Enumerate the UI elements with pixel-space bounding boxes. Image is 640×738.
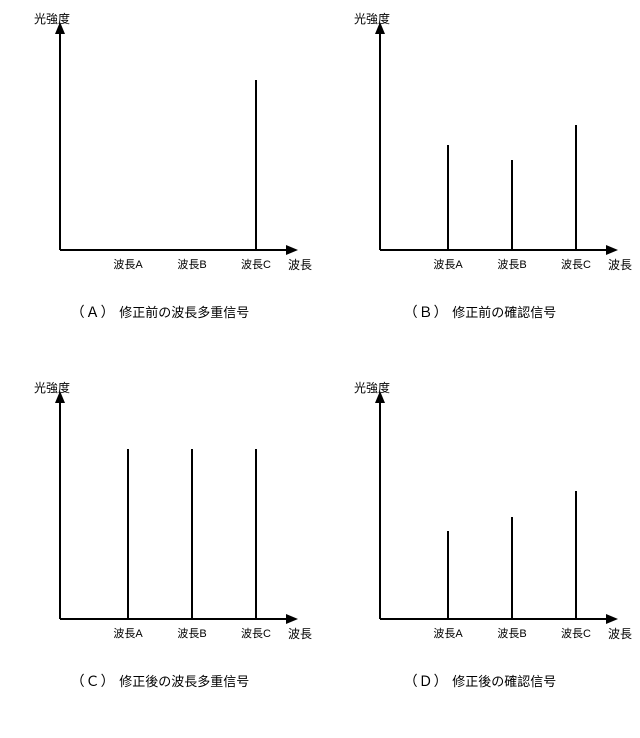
x-axis-label: 波長 [288,625,312,642]
x-axis-arrow [606,245,618,255]
caption-letter-a: （Ａ） [71,304,116,320]
x-axis-arrow [606,614,618,624]
y-axis-arrow [375,22,385,34]
x-axis-arrow [286,245,298,255]
caption-d: （Ｄ） 修正後の確認信号 [320,671,640,691]
tick-a2: 波長B [177,256,206,272]
chart-b: 光強度 波長A 波長B 波長C 波長 [360,20,620,280]
x-axis-arrow [286,614,298,624]
y-axis-arrow [375,391,385,403]
caption-text-b: 修正前の確認信号 [452,305,556,320]
chart-svg-b [360,20,620,280]
x-axis-label: 波長 [288,256,312,273]
caption-letter-b: （Ｂ） [404,304,449,320]
bars-c [128,449,256,619]
caption-letter-d: （Ｄ） [404,673,449,689]
chart-svg-a [40,20,300,280]
y-axis-arrow [55,22,65,34]
x-axis-label: 波長 [608,625,632,642]
caption-c: （Ｃ） 修正後の波長多重信号 [0,671,320,691]
tick-d2: 波長B [497,625,526,641]
caption-a: （Ａ） 修正前の波長多重信号 [0,302,320,322]
panel-a: 光強度 波長A 波長B 波長C 波長 （Ａ） 修正前の波長多重信号 [0,0,320,369]
bars-d [448,491,576,619]
tick-a3: 波長C [241,256,271,272]
tick-d3: 波長C [561,625,591,641]
caption-b: （Ｂ） 修正前の確認信号 [320,302,640,322]
chart-svg-c [40,389,300,649]
chart-d: 光強度 波長A 波長B 波長C 波長 [360,389,620,649]
panel-b: 光強度 波長A 波長B 波長C 波長 （Ｂ） 修正前の確認信号 [320,0,640,369]
tick-d1: 波長A [433,625,462,641]
y-axis-arrow [55,391,65,403]
chart-c: 光強度 波長A 波長B 波長C 波長 [40,389,300,649]
x-axis-label: 波長 [608,256,632,273]
tick-b3: 波長C [561,256,591,272]
chart-svg-d [360,389,620,649]
panel-d: 光強度 波長A 波長B 波長C 波長 （Ｄ） 修正後の確認信号 [320,369,640,738]
caption-text-a: 修正前の波長多重信号 [119,305,249,320]
tick-b2: 波長B [497,256,526,272]
tick-c3: 波長C [241,625,271,641]
tick-a1: 波長A [113,256,142,272]
chart-a: 光強度 波長A 波長B 波長C 波長 [40,20,300,280]
bars-b [448,125,576,250]
chart-grid: 光強度 波長A 波長B 波長C 波長 （Ａ） 修正前の波長多重信号 光強度 [0,0,640,738]
panel-c: 光強度 波長A 波長B 波長C 波長 （Ｃ） 修正後の波長多重信号 [0,369,320,738]
caption-text-c: 修正後の波長多重信号 [119,674,249,689]
tick-c2: 波長B [177,625,206,641]
caption-letter-c: （Ｃ） [71,673,116,689]
tick-c1: 波長A [113,625,142,641]
tick-b1: 波長A [433,256,462,272]
caption-text-d: 修正後の確認信号 [452,674,556,689]
